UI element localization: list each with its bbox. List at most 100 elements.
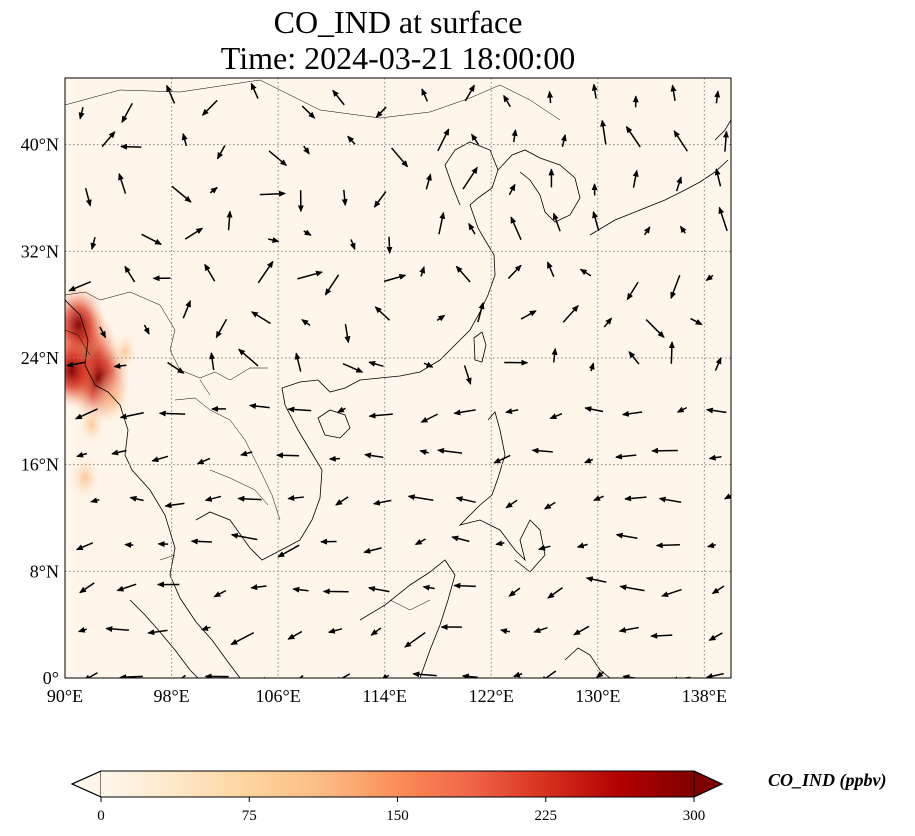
wind-arrow	[714, 168, 722, 187]
wind-arrow	[584, 406, 604, 413]
wind-arrow	[576, 542, 588, 549]
colorbar-upper-extension	[693, 770, 724, 798]
wind-arrow	[551, 347, 558, 363]
wind-arrow	[259, 190, 286, 197]
wind-arrow	[166, 84, 176, 104]
wind-arrow	[277, 544, 300, 558]
lon-tick-label: 138°E	[682, 686, 727, 706]
wind-arrow	[111, 449, 127, 456]
wind-arrow	[538, 544, 551, 551]
wind-arrow	[407, 494, 434, 501]
wind-arrow	[332, 89, 345, 106]
wind-arrow	[419, 266, 426, 277]
wind-arrow	[543, 501, 556, 510]
coastline-hainan	[317, 409, 351, 439]
wind-arrow	[531, 447, 553, 454]
border-malaysia	[159, 554, 431, 611]
wind-arrow	[505, 408, 519, 415]
wind-arrow	[173, 674, 186, 678]
wind-arrow	[462, 166, 478, 190]
wind-arrow	[209, 352, 216, 371]
wind-arrow	[718, 206, 728, 232]
wind-arrow	[268, 237, 280, 243]
coastline-japan	[589, 119, 731, 236]
wind-arrow	[268, 150, 288, 167]
wind-arrow	[436, 314, 446, 322]
wind-arrow	[414, 538, 426, 546]
coastline-philippines	[458, 411, 546, 573]
wind-arrow	[547, 586, 564, 599]
colorbar-body	[101, 771, 694, 797]
wind-arrow	[368, 412, 393, 419]
coastline-sumatra	[129, 599, 199, 678]
wind-arrow	[248, 403, 270, 410]
wind-arrow	[507, 264, 522, 279]
border-china-north	[65, 79, 561, 121]
wind-arrow	[468, 222, 476, 235]
lat-tick-label: 8°N	[30, 561, 59, 581]
wind-arrow	[84, 188, 92, 207]
wind-arrow	[706, 542, 716, 549]
wind-arrow	[75, 542, 94, 551]
wind-arrow	[275, 452, 300, 459]
wind-arrow	[714, 90, 721, 104]
wind-arrow	[250, 584, 267, 591]
wind-arrow	[661, 588, 682, 598]
wind-arrow	[367, 585, 390, 593]
wind-arrow	[673, 130, 688, 152]
wind-arrow	[495, 540, 505, 547]
wind-arrow	[77, 626, 87, 633]
colorbar-tick-label: 75	[242, 808, 257, 824]
wind-arrow	[349, 239, 356, 251]
wind-arrow	[238, 348, 259, 367]
wind-arrow	[141, 233, 162, 245]
wind-arrow	[237, 495, 262, 502]
wind-arrow	[508, 587, 521, 597]
wind-arrow	[129, 495, 144, 502]
border-india	[65, 291, 101, 356]
wind-arrow	[593, 495, 604, 502]
wind-arrow	[119, 674, 143, 678]
wind-arrow	[675, 176, 683, 192]
wind-arrow	[124, 541, 134, 548]
wind-arrow	[503, 94, 511, 108]
colorbar-tick-label: 225	[535, 808, 558, 824]
wind-arrow	[453, 409, 476, 416]
wind-arrow	[66, 361, 86, 368]
latitude-ticks: 0° 8°N 16°N 24°N 32°N 40°N	[21, 135, 59, 688]
colorbar-lower-extension	[70, 770, 102, 798]
wind-arrow	[190, 538, 212, 545]
wind-arrow	[422, 584, 435, 591]
colorbar-tick-label: 0	[97, 808, 105, 824]
wind-arrow	[546, 261, 555, 277]
wind-arrow	[711, 585, 725, 595]
wind-arrow	[167, 361, 185, 374]
wind-arrow	[464, 84, 475, 102]
wind-arrow	[618, 626, 639, 633]
wind-arrow	[437, 128, 450, 152]
coastline-taiwan	[473, 331, 487, 363]
wind-arrow	[147, 629, 168, 636]
wind-arrow	[723, 493, 731, 500]
wind-arrow	[297, 270, 323, 280]
wind-arrow	[562, 304, 579, 323]
wind-arrow	[463, 365, 472, 385]
lat-tick-label: 40°N	[21, 135, 59, 155]
wind-arrow	[370, 627, 382, 636]
wind-arrow	[619, 584, 645, 592]
wind-arrow	[595, 671, 605, 678]
wind-arrow	[373, 191, 387, 208]
lon-tick-label: 106°E	[256, 686, 301, 706]
wind-arrow	[455, 496, 476, 504]
wind-arrow	[591, 83, 598, 99]
coastline-indochina-west	[65, 299, 241, 678]
wind-arrow	[230, 532, 258, 541]
wind-arrow	[520, 310, 537, 320]
wind-arrow	[508, 183, 516, 196]
wind-arrow	[705, 407, 727, 414]
wind-arrow	[344, 324, 351, 344]
wind-arrow	[622, 674, 640, 678]
wind-arrow	[164, 502, 185, 509]
wind-arrow	[705, 274, 714, 281]
wind-arrow	[158, 410, 186, 417]
